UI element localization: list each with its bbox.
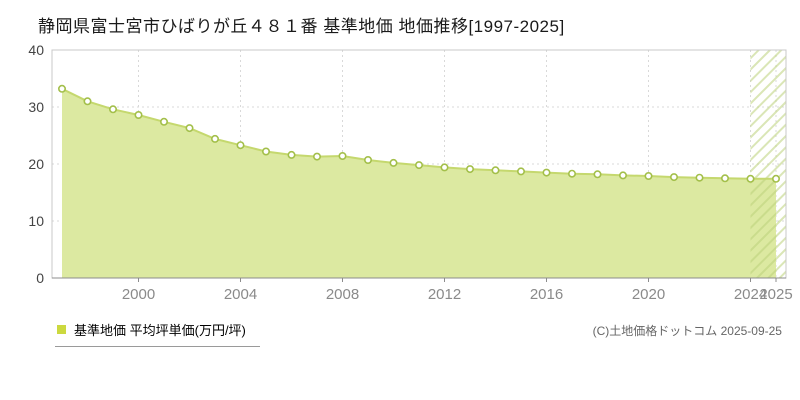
svg-text:2008: 2008 <box>326 286 359 303</box>
legend: 基準地価 平均坪単価(万円/坪) <box>55 320 260 347</box>
svg-text:2004: 2004 <box>224 286 257 303</box>
svg-text:2012: 2012 <box>428 286 461 303</box>
legend-swatch-icon <box>57 325 66 334</box>
svg-text:20: 20 <box>28 156 44 172</box>
svg-text:2016: 2016 <box>530 286 563 303</box>
svg-text:30: 30 <box>28 99 44 115</box>
page-title: 静岡県富士宮市ひばりが丘４８１番 基準地価 地価推移[1997-2025] <box>38 17 565 36</box>
legend-label: 基準地価 平均坪単価(万円/坪) <box>74 323 246 338</box>
svg-text:2020: 2020 <box>632 286 665 303</box>
svg-text:40: 40 <box>28 42 44 58</box>
chart: 0 10 20 30 40 2000 2004 2008 2012 2016 2020 2024 202… <box>0 38 800 310</box>
svg-text:10: 10 <box>28 213 44 229</box>
chart-footer: 基準地価 平均坪単価(万円/坪) (C)土地価格ドットコム 2025-09-25 <box>0 312 800 352</box>
svg-text:2024: 2024 <box>734 286 767 303</box>
svg-text:2025: 2025 <box>759 286 792 303</box>
svg-text:0: 0 <box>36 270 44 286</box>
svg-text:2000: 2000 <box>122 286 155 303</box>
copyright-text: (C)土地価格ドットコム 2025-09-25 <box>592 324 782 338</box>
chart-svg: 0 10 20 30 40 2000 2004 2008 2012 2016 2020 2024202… <box>28 42 792 303</box>
